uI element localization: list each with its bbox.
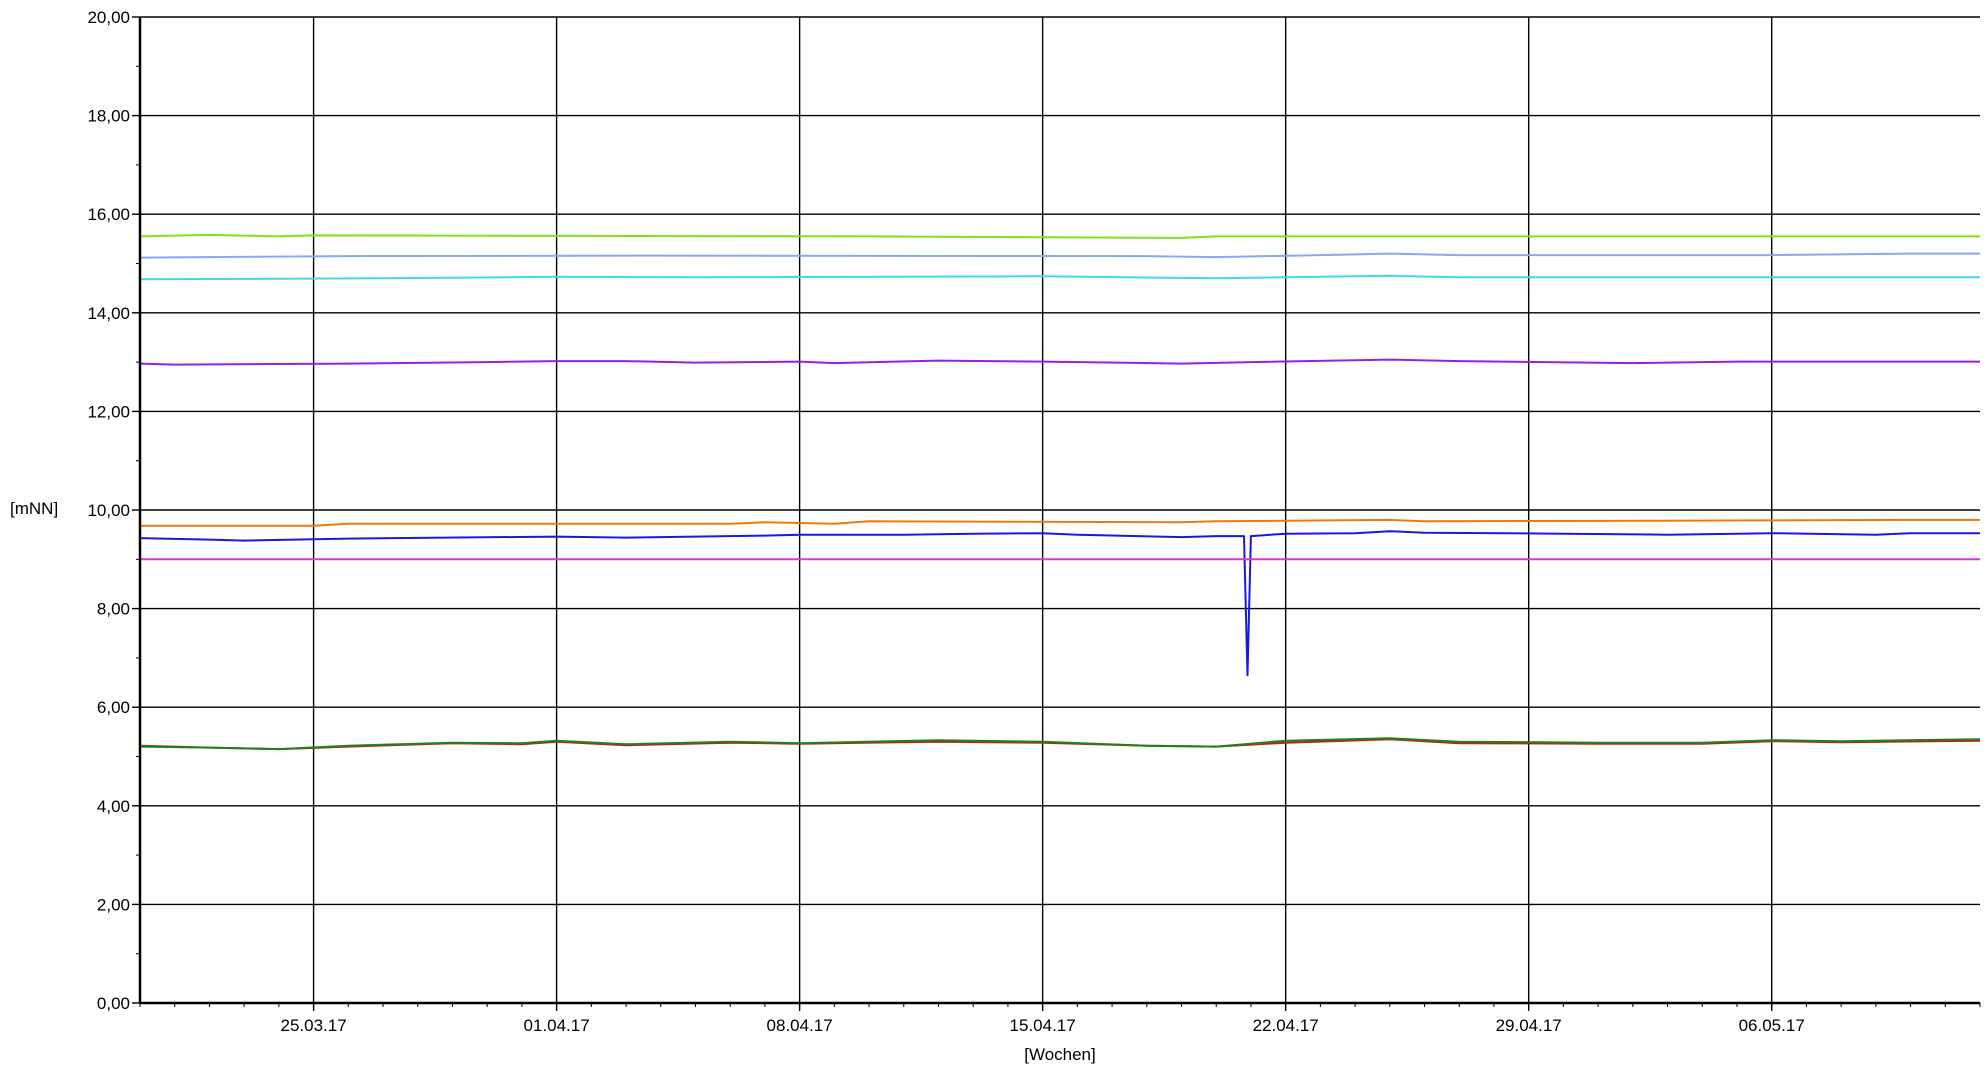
y-tick-label: 10,00 xyxy=(87,501,130,520)
y-tick-label: 2,00 xyxy=(97,895,130,914)
x-tick-label: 15.04.17 xyxy=(1010,1016,1076,1035)
y-tick-label: 4,00 xyxy=(97,797,130,816)
y-tick-label: 18,00 xyxy=(87,107,130,126)
series-line xyxy=(140,518,1980,527)
axes xyxy=(132,16,1980,1011)
x-tick-label: 29.04.17 xyxy=(1496,1016,1562,1035)
x-axis-title: [Wochen] xyxy=(1024,1045,1096,1064)
series-line xyxy=(139,358,1980,366)
y-tick-label: 8,00 xyxy=(97,600,130,619)
series-line xyxy=(139,233,1980,239)
x-tick-label: 25.03.17 xyxy=(280,1016,346,1035)
x-tick-labels: 25.03.17 01.04.17 08.04.17 15.04.17 22.04.17… xyxy=(280,1016,1804,1035)
series-line xyxy=(139,252,1980,259)
y-tick-label: 14,00 xyxy=(87,304,130,323)
y-tick-labels: 0,00 2,00 4,00 6,00 8,00 10,00 12,00 14,00 16,00… xyxy=(87,8,130,1013)
series-line xyxy=(139,737,1981,751)
series-lines xyxy=(139,233,1981,751)
y-tick-label: 12,00 xyxy=(87,402,130,421)
x-tick-label: 08.04.17 xyxy=(767,1016,833,1035)
grid xyxy=(140,16,1980,1004)
y-tick-label: 6,00 xyxy=(97,698,130,717)
x-tick-label: 06.05.17 xyxy=(1739,1016,1805,1035)
series-line xyxy=(139,530,1980,677)
y-tick-label: 20,00 xyxy=(87,8,130,27)
x-tick-label: 01.04.17 xyxy=(524,1016,590,1035)
y-tick-label: 16,00 xyxy=(87,205,130,224)
y-tick-label: 0,00 xyxy=(97,994,130,1013)
x-tick-label: 22.04.17 xyxy=(1253,1016,1319,1035)
series-line xyxy=(139,274,1980,281)
y-axis-title: [mNN] xyxy=(10,499,58,518)
